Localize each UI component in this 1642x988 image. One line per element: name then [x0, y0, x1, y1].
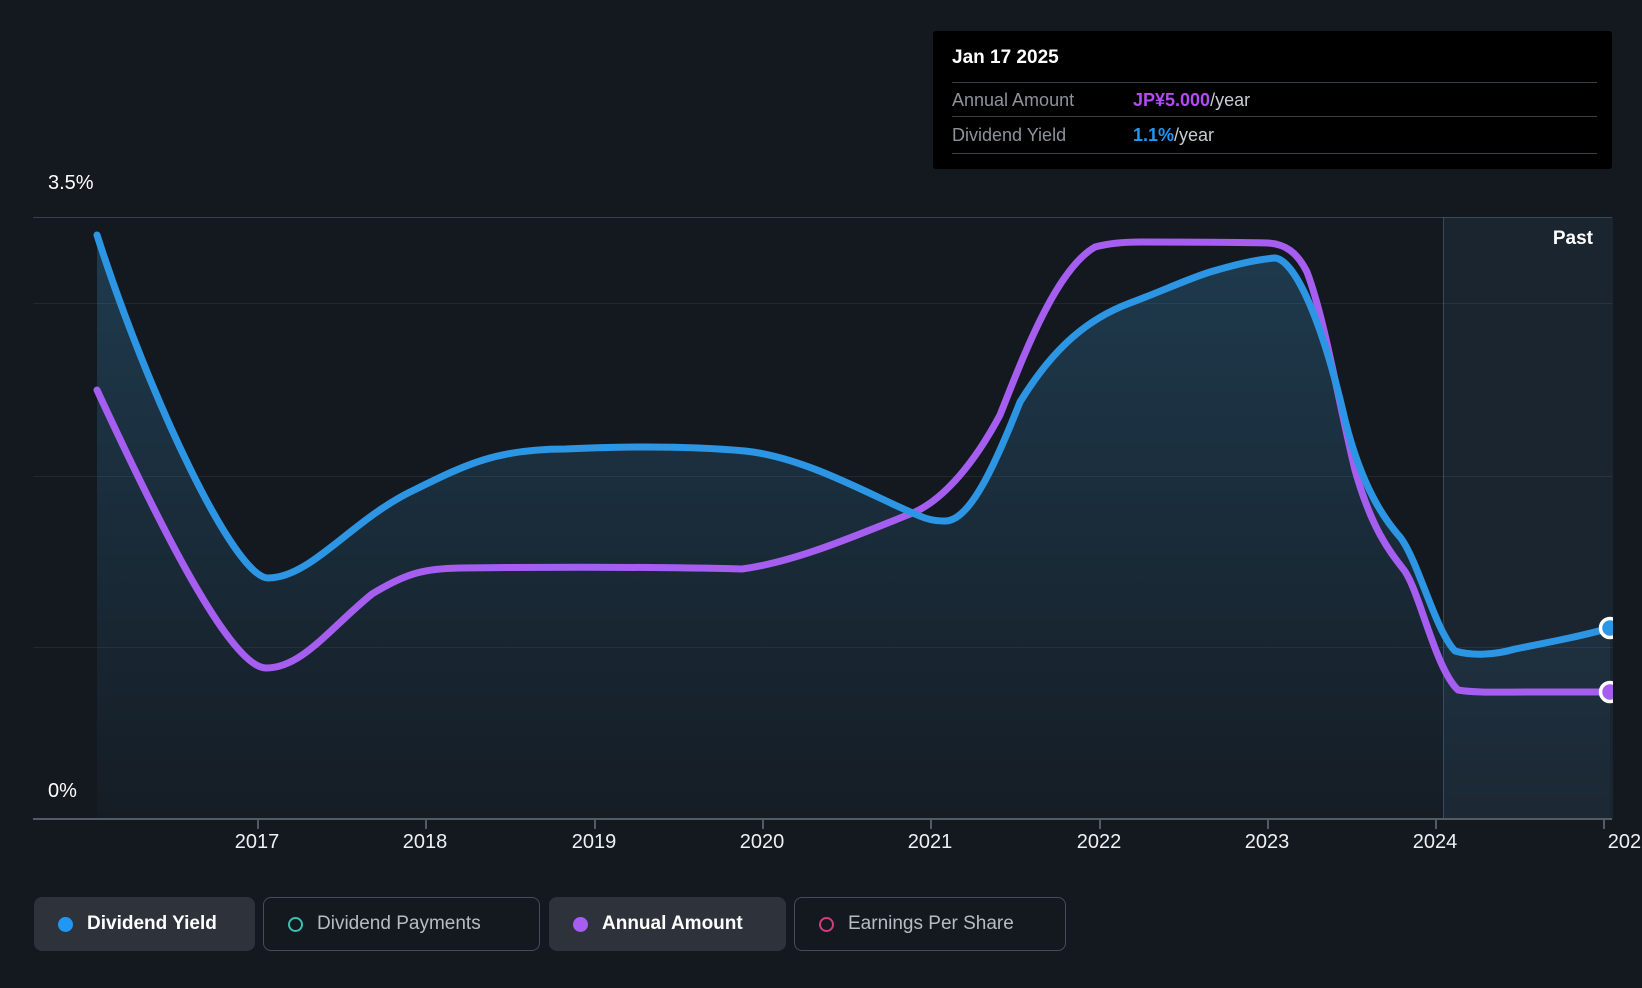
tooltip-separator [952, 82, 1597, 83]
chart-tooltip: Jan 17 2025 Annual Amount JP¥5.000/year D… [933, 31, 1612, 169]
tooltip-date: Jan 17 2025 [952, 47, 1059, 68]
legend-toggle-dividend-yield[interactable]: Dividend Yield [34, 897, 255, 951]
x-axis-line [33, 818, 1612, 820]
tooltip-label: Dividend Yield [952, 125, 1067, 145]
x-tick-2019 [594, 820, 596, 829]
x-label-2021: 2021 [907, 831, 953, 853]
x-tick-2020 [762, 820, 764, 829]
x-tick-2025 [1603, 820, 1605, 829]
x-label-2024: 2024 [1412, 831, 1458, 853]
y-label-max: 3.5% [48, 172, 94, 194]
legend-toggle-earnings-per-share[interactable]: Earnings Per Share [794, 897, 1066, 951]
dividend-yield-line [93, 231, 1614, 658]
tooltip-label: Annual Amount [952, 90, 1075, 110]
tooltip-value: 1.1% [1133, 125, 1175, 145]
x-tick-2017 [257, 820, 259, 829]
right-edge-mask [1613, 0, 1642, 988]
tooltip-separator [952, 153, 1597, 154]
y-label-zero: 0% [48, 780, 77, 802]
tooltip-separator [952, 116, 1597, 117]
tooltip-suffix: /year [1210, 90, 1251, 110]
gridline-3pct [33, 303, 1612, 304]
x-label-2023: 2023 [1244, 831, 1290, 853]
gridline-3-5pct [33, 217, 1612, 218]
annual-amount-line [93, 238, 1614, 696]
x-label-2017: 2017 [234, 831, 280, 853]
legend-label: Dividend Yield [87, 913, 217, 934]
x-tick-2024 [1435, 820, 1437, 829]
legend-label: Earnings Per Share [848, 913, 1014, 934]
legend-toggle-annual-amount[interactable]: Annual Amount [549, 897, 786, 951]
x-tick-2021 [930, 820, 932, 829]
x-tick-2022 [1099, 820, 1101, 829]
tooltip-row-dividend-yield: Dividend Yield 1.1%/year [933, 117, 1612, 153]
x-label-2019: 2019 [571, 831, 617, 853]
dividend-payments-ring-icon [288, 916, 303, 932]
tooltip-suffix: /year [1174, 125, 1215, 145]
past-label: Past [1552, 228, 1593, 249]
tooltip-value: JP¥5.000 [1133, 90, 1211, 110]
legend-toggle-dividend-payments[interactable]: Dividend Payments [263, 897, 540, 951]
dividend-yield-dot-icon [58, 916, 73, 932]
earnings-per-share-ring-icon [819, 916, 834, 932]
legend-label: Dividend Payments [317, 913, 481, 934]
x-tick-2023 [1267, 820, 1269, 829]
dividend-yield-area [97, 235, 1610, 818]
x-label-2025: 2025 [1607, 831, 1642, 853]
tooltip-row-annual-amount: Annual Amount JP¥5.000/year [933, 83, 1612, 116]
legend-label: Annual Amount [602, 913, 743, 934]
x-label-2022: 2022 [1076, 831, 1122, 853]
annual-amount-dot-icon [573, 916, 588, 932]
x-label-2018: 2018 [402, 831, 448, 853]
x-tick-2018 [425, 820, 427, 829]
x-label-2020: 2020 [739, 831, 785, 853]
